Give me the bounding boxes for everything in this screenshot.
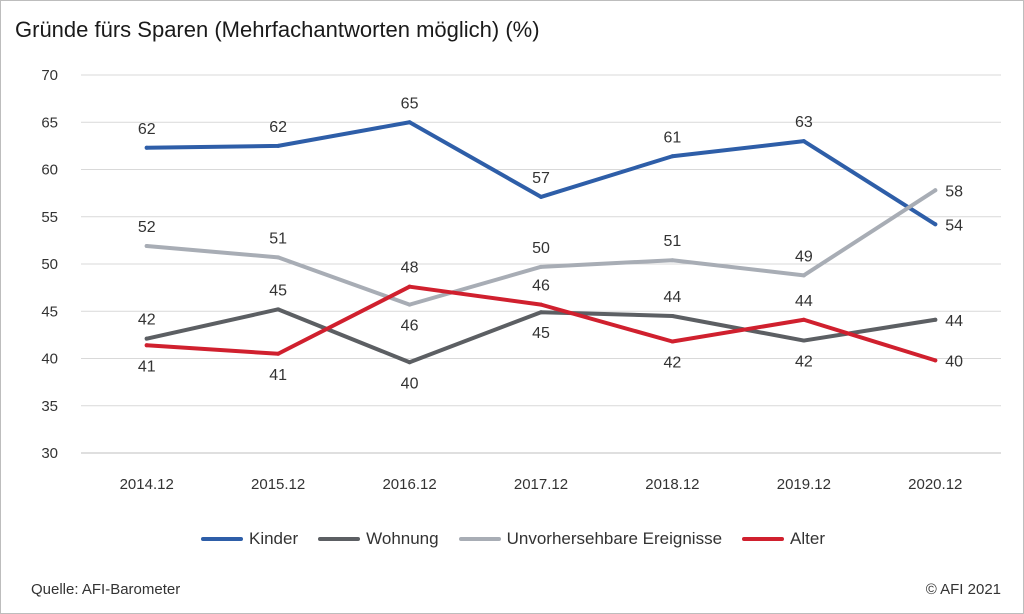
data-label-wohnung: 40 [401, 375, 419, 392]
x-tick-label: 2020.12 [908, 476, 962, 493]
data-label-kinder: 62 [269, 119, 287, 136]
data-label-unvorhersehbare-ereignisse: 51 [269, 230, 287, 247]
y-tick-label: 40 [41, 351, 58, 368]
data-point-alter [670, 339, 675, 344]
x-tick-label: 2019.12 [777, 476, 831, 493]
data-label-wohnung: 42 [138, 312, 156, 329]
data-point-kinder [670, 154, 675, 159]
data-label-alter: 41 [138, 358, 156, 375]
x-tick-label: 2014.12 [120, 476, 174, 493]
data-label-wohnung: 44 [945, 313, 963, 330]
data-point-alter [144, 343, 149, 348]
data-point-alter [407, 284, 412, 289]
data-point-unvorhersehbare-ereignisse [407, 302, 412, 307]
data-point-alter [801, 317, 806, 322]
legend-label: Kinder [248, 529, 299, 548]
data-point-unvorhersehbare-ereignisse [539, 264, 543, 269]
data-label-alter: 44 [795, 293, 813, 310]
data-label-unvorhersehbare-ereignisse: 51 [664, 233, 682, 250]
series-line-alter [144, 284, 938, 363]
data-point-unvorhersehbare-ereignisse [801, 273, 806, 278]
data-label-alter: 48 [401, 260, 419, 277]
data-point-kinder [539, 194, 543, 199]
y-tick-label: 70 [41, 67, 58, 84]
data-label-kinder: 65 [401, 95, 419, 112]
legend-swatch [318, 537, 361, 541]
legend-swatch [200, 537, 243, 541]
data-label-kinder: 62 [138, 121, 156, 138]
data-labels: 62 62 65 57 61 63 54 42 45 40 45 44 42 44 52 51 46 50 51 49… [138, 95, 963, 392]
y-tick-label: 30 [41, 445, 58, 462]
legend-item-alter: Alter [742, 529, 825, 549]
x-tick-label: 2018.12 [645, 476, 699, 493]
data-point-unvorhersehbare-ereignisse [276, 255, 281, 260]
y-tick-label: 45 [41, 303, 58, 320]
data-point-wohnung [144, 336, 149, 341]
legend-swatch [458, 537, 501, 541]
data-label-alter: 40 [945, 353, 963, 370]
data-point-alter [539, 302, 543, 307]
data-point-unvorhersehbare-ereignisse [144, 244, 149, 249]
data-point-wohnung [539, 310, 543, 315]
x-tick-label: 2017.12 [514, 476, 568, 493]
data-point-wohnung [407, 360, 412, 365]
data-label-wohnung: 45 [269, 282, 287, 299]
legend-item-wohnung: Wohnung [318, 529, 439, 549]
data-point-kinder [801, 139, 806, 144]
data-label-unvorhersehbare-ereignisse: 52 [138, 219, 156, 236]
legend-item-unvorhersehbare-ereignisse: Unvorhersehbare Ereignisse [458, 529, 723, 549]
data-label-wohnung: 45 [532, 325, 550, 342]
data-point-alter [933, 358, 938, 363]
data-point-alter [276, 351, 281, 356]
data-point-wohnung [670, 313, 675, 318]
data-label-kinder: 63 [795, 114, 813, 131]
data-label-kinder: 57 [532, 170, 550, 187]
y-tick-label: 35 [41, 398, 58, 415]
copyright-note: © AFI 2021 [925, 581, 1001, 598]
data-label-wohnung: 42 [795, 354, 813, 371]
y-axis-ticks: 30 35 40 45 50 55 60 65 70 [41, 67, 58, 462]
legend-label: Wohnung [366, 529, 439, 548]
data-point-kinder [276, 143, 281, 148]
data-label-alter: 41 [269, 367, 287, 384]
data-point-wohnung [933, 317, 938, 322]
gridlines [81, 74, 1001, 454]
data-label-unvorhersehbare-ereignisse: 49 [795, 248, 813, 265]
y-tick-label: 50 [41, 256, 58, 273]
data-point-unvorhersehbare-ereignisse [670, 258, 675, 263]
y-tick-label: 60 [41, 162, 58, 179]
x-tick-label: 2015.12 [251, 476, 305, 493]
data-point-unvorhersehbare-ereignisse [933, 188, 938, 193]
series-lines [144, 120, 938, 365]
legend-item-kinder: Kinder [200, 529, 299, 549]
data-label-unvorhersehbare-ereignisse: 58 [945, 183, 963, 200]
data-label-kinder: 54 [945, 217, 963, 234]
data-point-kinder [144, 145, 149, 150]
data-point-kinder [407, 120, 412, 125]
data-label-unvorhersehbare-ereignisse: 46 [401, 318, 419, 335]
x-axis-ticks: 2014.12 2015.12 2016.12 2017.12 2018.12 2019.… [120, 476, 963, 493]
data-point-kinder [933, 222, 938, 227]
y-tick-label: 65 [41, 114, 58, 131]
data-label-kinder: 61 [664, 129, 682, 146]
legend-swatch [742, 537, 785, 541]
data-point-wohnung [801, 338, 806, 343]
chart-title: Gründe fürs Sparen (Mehrfachantworten mö… [15, 17, 540, 42]
data-label-alter: 46 [532, 278, 550, 295]
data-label-unvorhersehbare-ereignisse: 50 [532, 240, 550, 257]
legend: Kinder Wohnung Unvorhersehbare Ereignisse A… [1, 529, 1024, 549]
y-tick-label: 55 [41, 209, 58, 226]
data-label-wohnung: 44 [664, 289, 682, 306]
x-tick-label: 2016.12 [382, 476, 436, 493]
data-point-wohnung [276, 307, 281, 312]
data-label-alter: 42 [664, 354, 682, 371]
source-note: Quelle: AFI-Barometer [31, 581, 181, 598]
legend-label: Alter [790, 529, 826, 548]
legend-label: Unvorhersehbare Ereignisse [506, 529, 723, 548]
